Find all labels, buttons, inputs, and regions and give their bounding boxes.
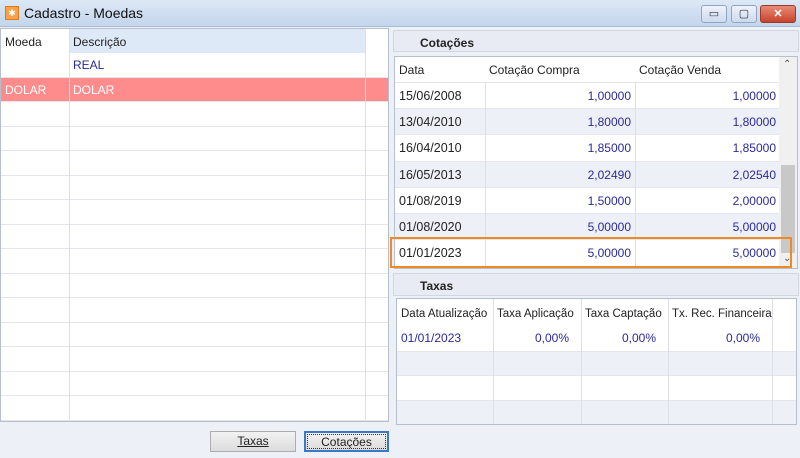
cell-data: 16/04/2010 [399, 141, 462, 156]
table-row[interactable] [1, 347, 388, 372]
table-row[interactable]: 01/08/2019 1,50000 2,00000 [395, 186, 779, 213]
cell-cotacao-compra: 1,85000 [587, 141, 631, 156]
cell-cotacao-venda: 1,00000 [732, 89, 776, 103]
column-divider [635, 82, 636, 268]
column-divider [668, 299, 669, 424]
moedas-grid[interactable]: Moeda Descrição REAL DOLAR DOLAR [0, 28, 389, 422]
table-row[interactable] [397, 350, 796, 375]
column-header-descricao[interactable]: Descrição [73, 35, 127, 49]
cell-cotacao-venda: 1,85000 [732, 141, 776, 156]
highlight-box [390, 237, 792, 268]
cotacoes-button-label: Cotações [321, 435, 372, 449]
cell-descricao: REAL [73, 58, 105, 72]
taxas-grid[interactable]: Data Atualização Taxa Aplicação Taxa Capta… [396, 298, 797, 425]
taxas-panel-header: Taxas [393, 273, 799, 296]
cell-cotacao-venda: 2,02540 [732, 167, 776, 182]
close-button[interactable]: ✕ [760, 5, 796, 23]
column-header[interactable]: Cotação Venda [639, 63, 722, 77]
table-row[interactable]: 01/01/2023 5,00000 5,00000 [395, 239, 779, 265]
cell-data: 01/08/2020 [399, 220, 462, 234]
scroll-up-icon[interactable]: ⌃ [783, 59, 792, 70]
table-row[interactable]: 01/08/2020 5,00000 5,00000 [395, 213, 779, 239]
cell-cotacao-compra: 5,00000 [587, 246, 631, 261]
table-row[interactable] [1, 396, 388, 421]
cell-cotacao-compra: 1,80000 [587, 115, 631, 130]
table-row[interactable]: 16/04/2010 1,85000 1,85000 [395, 134, 779, 160]
cell-cotacao-compra: 1,50000 [587, 193, 631, 208]
table-row[interactable] [1, 200, 388, 225]
cell-data: 15/06/2008 [399, 89, 462, 103]
cell-cotacao-venda: 5,00000 [732, 246, 776, 261]
cell-descricao: DOLAR [73, 82, 115, 97]
table-row[interactable]: 16/05/2013 2,02490 2,02540 [395, 160, 779, 187]
table-row[interactable] [1, 176, 388, 200]
column-divider [772, 299, 773, 424]
minimize-button[interactable]: ▭ [701, 5, 727, 23]
table-row[interactable] [397, 375, 796, 400]
column-header-moeda[interactable]: Moeda [5, 35, 42, 49]
table-row[interactable] [1, 372, 388, 396]
table-row[interactable]: REAL [1, 53, 388, 78]
title-bar: ✱ Cadastro - Moedas ▭ ▢ ✕ [0, 0, 800, 27]
column-divider [485, 82, 486, 268]
cell-data: 01/08/2019 [399, 193, 462, 208]
table-row[interactable] [1, 298, 388, 323]
cotacoes-scrollbar[interactable]: ⌃ ⌄ [779, 57, 797, 268]
table-row[interactable] [1, 249, 388, 274]
taxas-button-label: Taxas [237, 434, 269, 448]
column-header[interactable]: Tx. Rec. Financeira [672, 308, 772, 320]
cell-taxa: 0,00% [725, 331, 760, 345]
cotacoes-button[interactable]: Cotações [304, 431, 389, 452]
cell-cotacao-compra: 2,02490 [587, 167, 631, 182]
column-divider [69, 29, 70, 421]
cell-cotacao-venda: 1,80000 [732, 115, 776, 130]
table-row[interactable] [1, 225, 388, 249]
cell-data-atualizacao: 01/01/2023 [401, 331, 462, 345]
cell-cotacao-venda: 5,00000 [732, 220, 776, 234]
table-row[interactable] [1, 102, 388, 127]
cotacoes-panel-header: Cotações [393, 30, 799, 52]
table-row[interactable] [1, 127, 388, 151]
column-header[interactable]: Taxa Aplicação [497, 308, 574, 320]
table-row[interactable] [1, 151, 388, 176]
column-divider [581, 299, 582, 424]
column-divider [493, 299, 494, 424]
cell-taxa: 0,00% [621, 331, 656, 345]
scroll-down-icon[interactable]: ⌄ [783, 253, 792, 264]
cell-moeda: DOLAR [5, 82, 47, 97]
cell-cotacao-compra: 1,00000 [587, 89, 631, 103]
cell-data: 16/05/2013 [399, 167, 462, 182]
maximize-button[interactable]: ▢ [731, 5, 757, 23]
column-divider [365, 29, 366, 421]
table-row[interactable] [1, 274, 388, 298]
table-row[interactable] [1, 323, 388, 347]
window-title: Cadastro - Moedas [24, 5, 144, 21]
column-header[interactable]: Taxa Captação [585, 308, 662, 320]
cell-data: 13/04/2010 [399, 115, 462, 130]
column-header[interactable]: Data Atualização [401, 308, 488, 320]
cell-cotacao-compra: 5,00000 [587, 220, 631, 234]
column-header[interactable]: Cotação Compra [489, 63, 580, 77]
column-header[interactable]: Data [399, 63, 425, 77]
table-row[interactable]: 13/04/2010 1,80000 1,80000 [395, 108, 779, 135]
header-bg [69, 29, 365, 53]
scrollbar-thumb[interactable] [781, 165, 795, 253]
table-row[interactable]: 01/01/2023 0,00% 0,00% 0,00% [397, 326, 796, 351]
taxas-button[interactable]: Taxas [210, 431, 296, 452]
table-row[interactable]: DOLAR DOLAR [1, 77, 388, 102]
cotacoes-grid[interactable]: Data Cotação Compra Cotação Venda 15/06/200… [394, 56, 798, 269]
table-row[interactable] [397, 399, 796, 424]
cell-taxa: 0,00% [534, 331, 569, 345]
table-row[interactable]: 15/06/2008 1,00000 1,00000 [395, 82, 779, 108]
app-icon: ✱ [5, 6, 19, 20]
cell-data: 01/01/2023 [399, 246, 462, 261]
cell-cotacao-venda: 2,00000 [732, 193, 776, 208]
